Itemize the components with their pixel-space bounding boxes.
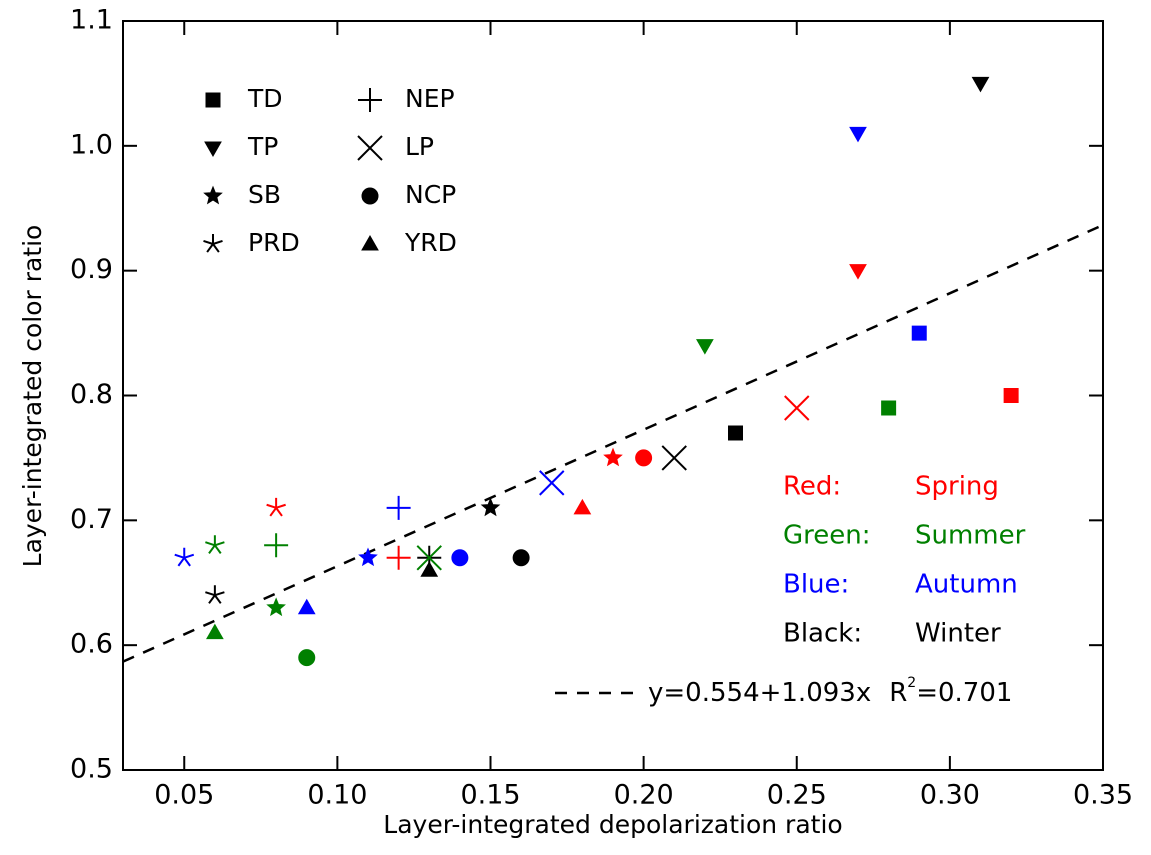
- data-point: [911, 325, 927, 341]
- data-point: [696, 339, 714, 355]
- data-point: [205, 535, 225, 554]
- data-point: [849, 126, 867, 143]
- legend-label: YRD: [404, 228, 457, 257]
- data-point: [298, 649, 316, 667]
- fit-line: [122, 223, 1104, 663]
- data-point: [386, 545, 411, 570]
- legend-label: SB: [248, 180, 281, 209]
- data-point: [603, 447, 623, 467]
- data-point: [420, 561, 439, 577]
- y-tick-label: 0.9: [70, 254, 113, 285]
- fit-equation: y=0.554+1.093x: [648, 678, 871, 708]
- y-axis-title: Layer-integrated color ratio: [18, 225, 47, 568]
- data-point: [264, 533, 289, 558]
- x-axis-title: Layer-integrated depolarization ratio: [383, 810, 842, 839]
- data-point: [539, 470, 565, 496]
- legend-marker: [357, 135, 383, 161]
- season-name: Summer: [915, 521, 1026, 551]
- x-tick-label: 0.30: [920, 780, 980, 811]
- data-point: [635, 449, 653, 467]
- legend-label: TD: [247, 84, 283, 113]
- data-point: [386, 495, 411, 520]
- season-color-label: Black:: [783, 619, 862, 649]
- data-point: [971, 76, 990, 93]
- legend-label: NEP: [405, 84, 455, 113]
- data-point: [480, 497, 501, 517]
- y-tick-label: 1.0: [70, 129, 113, 160]
- x-tick-label: 0.20: [614, 780, 674, 811]
- data-point: [358, 547, 378, 567]
- legend-label: TP: [247, 132, 278, 161]
- legend-marker: [358, 88, 382, 112]
- y-tick-label: 0.5: [70, 754, 113, 785]
- data-point: [174, 547, 195, 567]
- r2-exponent: 2: [907, 675, 916, 691]
- season-color-label: Green:: [783, 521, 871, 551]
- data-point: [512, 549, 530, 567]
- legend-marker: [203, 234, 223, 253]
- data-point: [849, 264, 867, 280]
- x-tick-label: 0.05: [154, 780, 214, 811]
- x-tick-label: 0.10: [307, 780, 367, 811]
- data-point: [297, 598, 316, 615]
- legend-label: PRD: [248, 228, 300, 257]
- legend-label: NCP: [405, 180, 456, 209]
- season-name: Spring: [915, 472, 999, 502]
- season-color-label: Blue:: [783, 570, 849, 600]
- legend-marker: [203, 185, 223, 205]
- legend-marker: [205, 92, 221, 108]
- data-point: [1003, 388, 1019, 403]
- x-tick-label: 0.25: [767, 780, 827, 811]
- fit-label: y=0.554+1.093x R2=0.701: [648, 675, 1012, 708]
- y-tick-label: 0.6: [70, 629, 113, 660]
- data-point: [266, 497, 286, 517]
- data-point: [881, 400, 897, 416]
- y-tick-label: 1.1: [70, 5, 113, 36]
- legend-marker: [204, 141, 222, 158]
- data-point: [661, 445, 687, 471]
- data-point: [206, 623, 224, 640]
- data-point: [728, 425, 743, 441]
- data-point: [416, 545, 442, 571]
- r2-value: =0.701: [916, 678, 1012, 708]
- x-tick-label: 0.35: [1073, 780, 1133, 811]
- data-point: [266, 597, 286, 617]
- data-point: [784, 395, 810, 421]
- y-tick-label: 0.8: [70, 379, 113, 410]
- legend-label: LP: [405, 132, 434, 161]
- data-point: [205, 585, 225, 604]
- y-tick-label: 0.7: [70, 504, 113, 535]
- season-name: Autumn: [915, 570, 1018, 600]
- season-name: Winter: [915, 619, 1001, 649]
- season-color-label: Red:: [783, 472, 841, 502]
- data-point: [573, 498, 592, 515]
- data-point: [451, 549, 469, 567]
- x-tick-label: 0.15: [460, 780, 520, 811]
- legend-marker: [361, 187, 379, 205]
- r2-symbol: R: [889, 678, 907, 708]
- legend-marker: [361, 234, 379, 251]
